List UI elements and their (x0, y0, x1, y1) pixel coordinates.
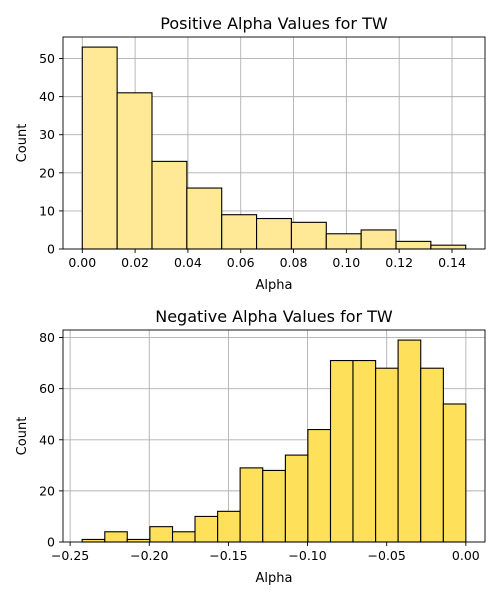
negative-alpha-ylabel: Count (15, 417, 30, 456)
positive-alpha-ytick-label: 10 (39, 203, 55, 218)
negative-alpha-bar (171, 531, 196, 543)
negative-alpha-bar (442, 403, 467, 543)
positive-alpha-bar (360, 229, 397, 250)
positive-alpha-title: Positive Alpha Values for TW (160, 14, 388, 33)
positive-alpha-bar (116, 92, 153, 250)
negative-alpha-bar (352, 359, 377, 543)
negative-alpha-bar (262, 469, 286, 543)
positive-alpha-bar (256, 217, 292, 250)
positive-alpha-bar (430, 244, 467, 250)
negative-alpha-xtick-label: −0.20 (130, 548, 168, 563)
negative-alpha-xlabel: Alpha (256, 571, 293, 586)
negative-alpha-bar (420, 367, 444, 543)
negative-alpha-bar (397, 339, 422, 543)
positive-alpha-bar (186, 187, 223, 250)
positive-alpha-xtick-label: 0.06 (227, 255, 255, 270)
positive-alpha-ytick-label: 0 (47, 242, 55, 257)
negative-alpha-bar (194, 515, 219, 543)
negative-alpha-bar (149, 526, 174, 543)
positive-alpha-xtick-label: 0.02 (121, 255, 149, 270)
positive-alpha-ytick-label: 40 (39, 89, 55, 104)
negative-alpha-xtick-label: −0.15 (209, 548, 247, 563)
positive-alpha-bar (395, 240, 432, 250)
negative-alpha-axes-frame (62, 329, 486, 543)
negative-alpha-xtick-label: 0.00 (452, 548, 480, 563)
negative-alpha-xtick-label: −0.05 (368, 548, 406, 563)
negative-alpha-bar (239, 467, 264, 543)
positive-alpha-bar (221, 214, 258, 250)
positive-alpha-xtick-label: 0.12 (385, 255, 413, 270)
negative-alpha-ytick-label: 40 (39, 432, 55, 447)
negative-alpha-bar (284, 454, 309, 543)
negative-alpha-panel: −0.25 −0.20 −0.15 −0.10 −0.05 0.00 0 20 40 60 80 N… (15, 307, 486, 586)
negative-alpha-bar (217, 510, 241, 543)
positive-alpha-ytick-label: 20 (39, 165, 55, 180)
negative-alpha-xtick-label: −0.25 (51, 548, 89, 563)
positive-alpha-ylabel: Count (15, 124, 30, 163)
negative-alpha-bar (104, 531, 128, 543)
positive-alpha-xtick-label: 0.00 (68, 255, 96, 270)
positive-alpha-xtick-label: 0.04 (174, 255, 202, 270)
positive-alpha-xtick-label: 0.14 (438, 255, 466, 270)
positive-alpha-bar (290, 221, 327, 250)
positive-alpha-xtick-label: 0.10 (332, 255, 360, 270)
positive-alpha-bar (325, 233, 362, 250)
positive-alpha-xlabel: Alpha (256, 278, 293, 293)
positive-alpha-ytick-label: 50 (39, 51, 55, 66)
negative-alpha-bar (329, 359, 354, 543)
positive-alpha-panel: 0.00 0.02 0.04 0.06 0.08 0.10 0.12 0.14 0 10 20 30 4… (15, 14, 486, 293)
negative-alpha-ytick-label: 60 (39, 381, 55, 396)
positive-alpha-bar (81, 46, 118, 250)
negative-alpha-ytick-label: 0 (47, 535, 55, 550)
negative-alpha-ytick-label: 80 (39, 330, 55, 345)
negative-alpha-title: Negative Alpha Values for TW (155, 307, 393, 326)
negative-alpha-bar (375, 367, 399, 543)
negative-alpha-bar (307, 428, 332, 543)
positive-alpha-ytick-label: 30 (39, 127, 55, 142)
negative-alpha-ytick-label: 20 (39, 483, 55, 498)
positive-alpha-xtick-label: 0.08 (280, 255, 308, 270)
positive-alpha-axes-frame (62, 36, 486, 250)
negative-alpha-xtick-label: −0.10 (288, 548, 326, 563)
positive-alpha-bar (151, 160, 188, 250)
